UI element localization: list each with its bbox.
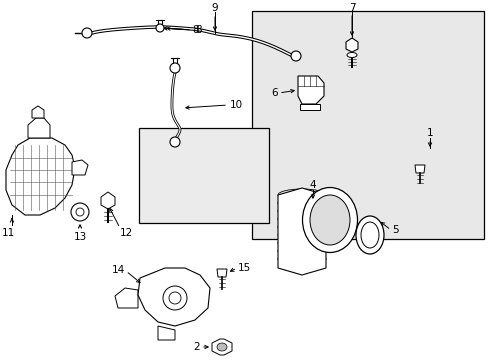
Ellipse shape [309, 195, 349, 245]
Text: 9: 9 [211, 3, 218, 13]
Polygon shape [297, 76, 324, 104]
Bar [139, 128, 268, 223]
Polygon shape [72, 160, 88, 175]
Text: 15: 15 [238, 263, 251, 273]
Text: 13: 13 [73, 232, 86, 242]
Circle shape [170, 63, 180, 73]
Polygon shape [299, 104, 319, 110]
Ellipse shape [360, 222, 378, 248]
Ellipse shape [302, 188, 357, 252]
Text: 2: 2 [193, 342, 200, 352]
Ellipse shape [217, 343, 226, 351]
Polygon shape [32, 106, 44, 118]
Polygon shape [6, 138, 75, 215]
Polygon shape [115, 288, 138, 308]
Polygon shape [138, 268, 209, 326]
Text: 5: 5 [391, 225, 398, 235]
Circle shape [169, 292, 181, 304]
Ellipse shape [346, 53, 356, 58]
Text: 1: 1 [426, 128, 432, 138]
Circle shape [76, 208, 84, 216]
Polygon shape [158, 326, 175, 340]
Text: 4: 4 [309, 180, 316, 190]
Text: 8: 8 [163, 25, 198, 35]
Polygon shape [414, 165, 424, 173]
Bar [251, 11, 483, 239]
Ellipse shape [355, 216, 383, 254]
Circle shape [170, 137, 180, 147]
Text: 11: 11 [1, 228, 15, 238]
Circle shape [156, 24, 163, 32]
Polygon shape [278, 188, 325, 275]
Circle shape [82, 28, 92, 38]
Text: 10: 10 [229, 100, 243, 110]
Circle shape [290, 51, 301, 61]
Text: 7: 7 [348, 3, 355, 13]
Circle shape [163, 286, 186, 310]
Polygon shape [101, 192, 115, 209]
Circle shape [71, 203, 89, 221]
Text: 12: 12 [120, 228, 133, 238]
Polygon shape [212, 339, 231, 355]
Polygon shape [346, 38, 357, 52]
Polygon shape [28, 118, 50, 138]
Polygon shape [217, 269, 226, 277]
Text: 6: 6 [271, 88, 278, 98]
Text: 14: 14 [112, 265, 125, 275]
Text: 8: 8 [195, 25, 201, 35]
